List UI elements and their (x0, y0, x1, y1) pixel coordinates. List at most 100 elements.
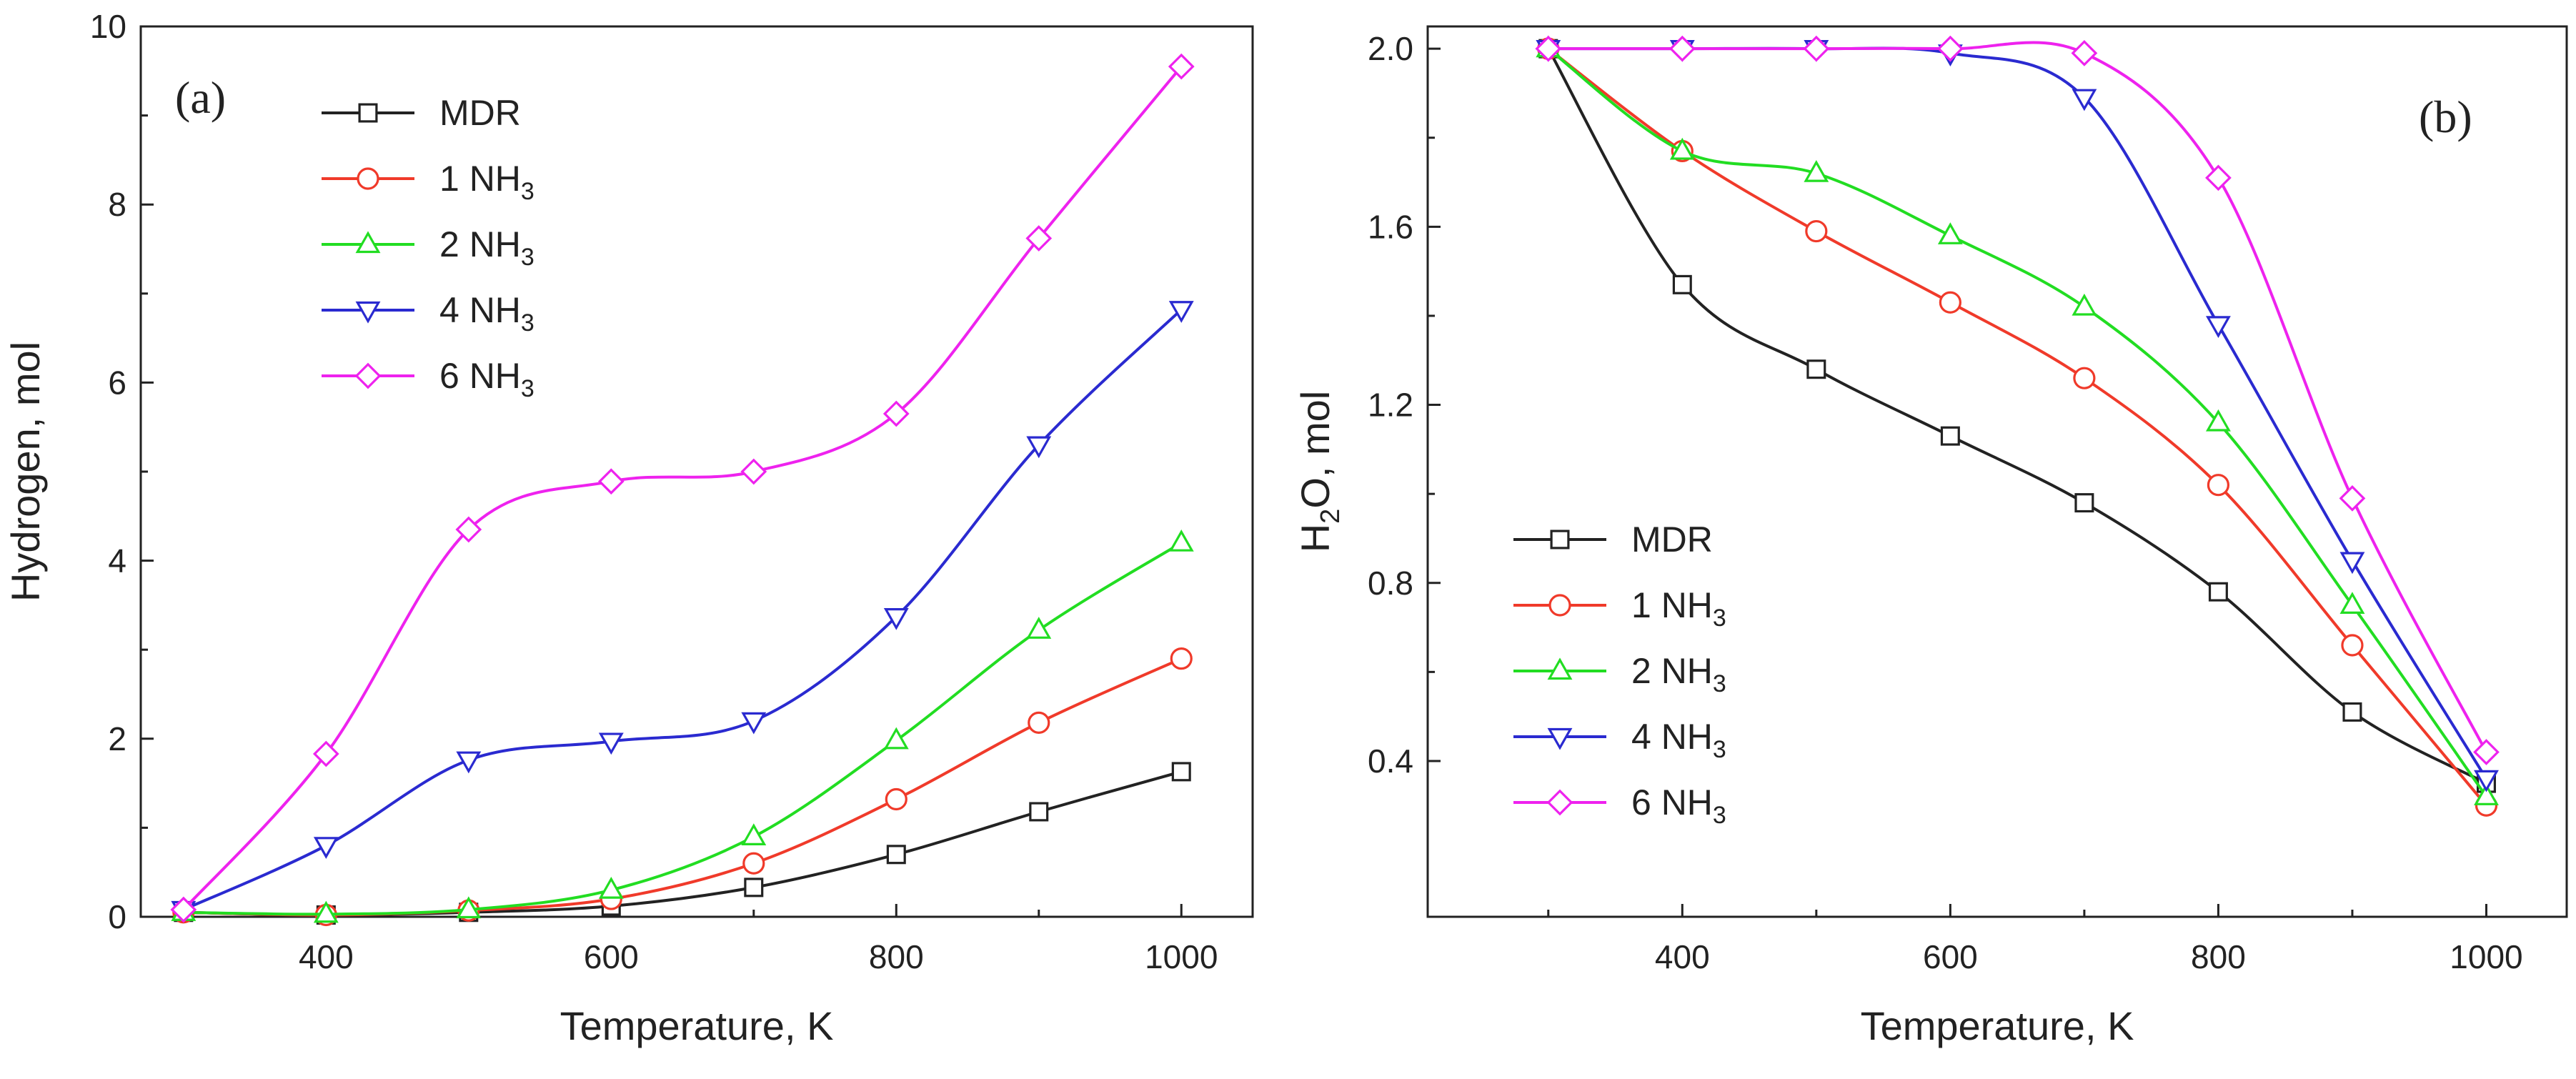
y-tick-label: 8 (108, 186, 126, 223)
y-tick-label: 1.2 (1368, 387, 1413, 424)
data-point (455, 516, 482, 543)
legend-item: 4 NH3 (322, 290, 534, 337)
data-point (1805, 219, 1828, 243)
data-point (1804, 159, 1829, 182)
data-point (2339, 552, 2365, 575)
data-point (744, 877, 764, 897)
y-axis: 0.4 0.8 1.2 1.6 2.0 (1368, 30, 1441, 780)
series-line (182, 65, 1183, 911)
x-tick-label: 1000 (2450, 938, 2522, 975)
legend-marker (1550, 529, 1570, 550)
data-point (886, 845, 906, 865)
data-point (1940, 426, 1960, 446)
data-point (170, 896, 197, 923)
series-1-nh3 (1537, 37, 2498, 817)
legend-label: 2 NH3 (1631, 651, 1726, 697)
panel-label: (b) (2419, 91, 2472, 142)
y-tick-label: 0.8 (1368, 565, 1413, 602)
series-mdr (1538, 39, 2496, 793)
data-point (2205, 164, 2232, 192)
legend-item: 2 NH3 (322, 224, 534, 271)
data-point (2205, 316, 2231, 339)
data-point (2339, 592, 2365, 615)
series-4-nh3 (171, 301, 1194, 923)
legend-label: 1 NH3 (439, 159, 534, 205)
legend-marker (1547, 727, 1573, 750)
data-point (741, 823, 767, 845)
legend-marker (1546, 789, 1573, 816)
data-point (1939, 291, 1961, 314)
legend-label: 4 NH3 (439, 290, 534, 337)
data-point (456, 751, 482, 774)
legend-item: 6 NH3 (322, 356, 534, 402)
y-tick-label: 2 (108, 720, 126, 757)
legend-item: 6 NH3 (1513, 782, 1726, 829)
legend-marker (355, 231, 381, 254)
data-point (2072, 293, 2097, 316)
data-point (456, 896, 482, 919)
x-axis: 400 600 800 1000 (1547, 904, 2523, 975)
data-point (2207, 474, 2230, 497)
data-point (2071, 40, 2098, 66)
series-1-nh3 (172, 647, 1193, 927)
data-point (740, 458, 767, 485)
data-point (882, 400, 910, 427)
legend-marker (1547, 657, 1573, 680)
data-point (2072, 89, 2097, 111)
legend-label: 1 NH3 (1631, 585, 1726, 632)
y-tick-label: 2.0 (1368, 30, 1413, 67)
data-point (741, 712, 767, 735)
data-point (2341, 634, 2364, 657)
x-tick-label: 800 (869, 938, 924, 975)
data-point (313, 837, 339, 859)
legend-item: MDR (322, 93, 521, 133)
legend-marker (357, 167, 379, 190)
data-point (2473, 739, 2500, 765)
data-point (1803, 35, 1830, 62)
y-tick-label: 0 (108, 898, 126, 935)
x-tick-label: 400 (1655, 938, 1710, 975)
data-point (313, 900, 339, 923)
data-point (1168, 529, 1194, 552)
y-tick-label: 1.6 (1368, 208, 1413, 245)
y-axis: 0 2 4 6 8 10 (90, 8, 154, 935)
data-point (1937, 35, 1964, 62)
legend-label: MDR (1631, 519, 1713, 560)
data-point (598, 732, 624, 755)
data-point (1535, 35, 1562, 62)
series-line (182, 308, 1183, 911)
data-point (2339, 485, 2366, 512)
data-point (883, 607, 909, 630)
plot-frame (139, 25, 1254, 918)
legend: MDR 1 NH3 2 NH3 4 NH3 6 NH3 (322, 93, 534, 402)
legend-marker (1548, 594, 1571, 617)
data-point (1028, 711, 1050, 734)
y-tick-label: 6 (108, 364, 126, 401)
x-tick-label: 1000 (1145, 938, 1218, 975)
legend-item: 1 NH3 (322, 159, 534, 205)
panel-a: 400 600 800 1000 0 2 4 6 8 10 Temperature, K Hydrog… (3, 8, 1254, 1048)
data-point (1806, 359, 1826, 379)
data-point (742, 852, 765, 875)
x-axis: 400 600 800 1000 (182, 904, 1218, 975)
legend-item: 1 NH3 (1513, 585, 1726, 632)
legend-label: 6 NH3 (439, 356, 534, 402)
x-tick-label: 600 (584, 938, 639, 975)
legend-item: MDR (1513, 519, 1713, 560)
x-axis-title: Temperature, K (560, 1003, 834, 1048)
y-axis-title: Hydrogen, mol (3, 342, 48, 602)
legend-label: 6 NH3 (1631, 782, 1726, 829)
data-point (1937, 222, 1963, 244)
data-point (1170, 647, 1193, 670)
data-point (1029, 802, 1049, 822)
data-point (1026, 617, 1052, 639)
plot-frame (1426, 25, 2568, 918)
x-tick-label: 600 (1923, 938, 1978, 975)
data-point (598, 876, 624, 899)
y-axis-title: H2O, mol (1293, 391, 1346, 553)
legend: MDR 1 NH3 2 NH3 4 NH3 6 NH3 (1513, 519, 1726, 829)
legend-marker (355, 301, 381, 324)
legend-label: 4 NH3 (1631, 717, 1726, 763)
data-point (312, 740, 339, 767)
